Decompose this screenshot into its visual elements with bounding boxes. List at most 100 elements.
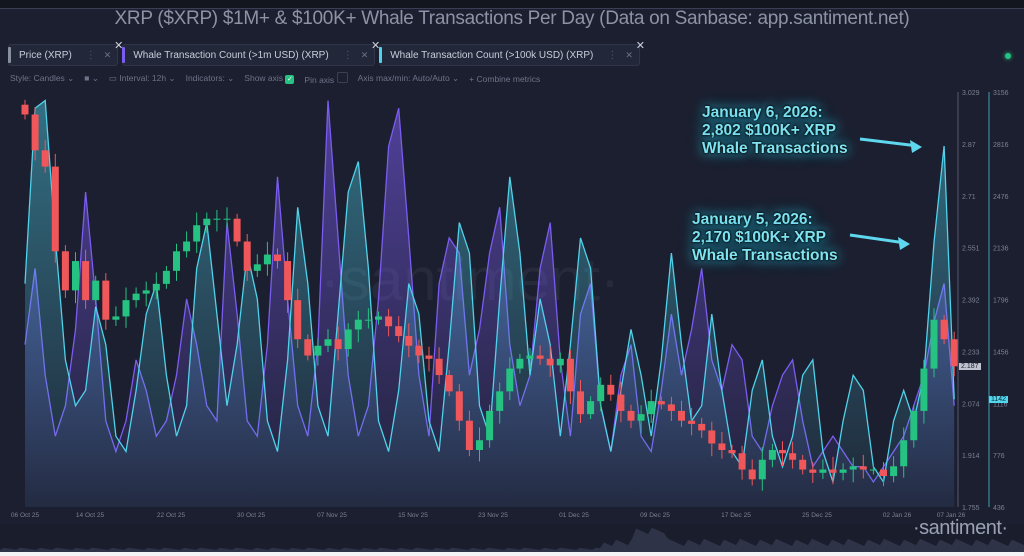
axis-maxmin-label: Axis max/min: Auto/Auto (357, 73, 450, 83)
candle (405, 335, 413, 346)
more-icon[interactable]: ⋮ (85, 49, 96, 61)
candle (637, 414, 645, 421)
candle (880, 469, 887, 477)
count-tick-label: 1456 (993, 349, 1009, 356)
x-tick-label: 07 Jan 26 (937, 512, 966, 519)
remove-icon[interactable]: ✕ (371, 40, 381, 52)
checkbox-unchecked-icon[interactable] (336, 72, 348, 83)
candle (284, 261, 292, 301)
candle (375, 316, 382, 320)
candle (445, 375, 453, 392)
candle (748, 469, 756, 480)
more-icon[interactable]: ⋮ (342, 49, 353, 61)
tab-whale-1m[interactable]: Whale Transaction Count (>1m USD) (XRP) ⋮… (122, 40, 380, 66)
candle (496, 391, 504, 411)
pin-axis-toggle[interactable]: Pin axis (304, 72, 348, 85)
series-color-bar (379, 47, 383, 63)
candle (809, 469, 817, 473)
candle (768, 449, 776, 460)
show-axis-toggle[interactable]: Show axis ✓ (244, 73, 295, 84)
candle (667, 404, 675, 411)
candle (738, 453, 746, 470)
count-tick-label: 2476 (993, 194, 1009, 201)
candle (415, 345, 423, 356)
axis-maxmin-dropdown[interactable]: Axis max/min: Auto/Auto ⌄ (357, 73, 460, 83)
x-tick-label: 02 Jan 26 (883, 512, 912, 519)
close-icon[interactable]: ✕ (360, 49, 369, 60)
navigator-series (0, 527, 1024, 552)
chart-toolbar: Style: Candles ⌄ ■ ⌄ ▭ Interval: 12h ⌄ I… (10, 72, 540, 85)
candle (354, 319, 362, 330)
candle (223, 218, 231, 220)
candle (728, 449, 736, 454)
annotation-line: January 5, 2026: (692, 211, 813, 228)
count-tick-label: 2136 (993, 246, 1009, 253)
candle (930, 319, 938, 369)
price-tick-label: 1.755 (962, 505, 980, 512)
candle (465, 420, 473, 450)
count-tick-label: 2816 (993, 142, 1009, 149)
candle (112, 316, 120, 320)
candle (779, 449, 786, 454)
candle (516, 358, 524, 369)
bottom-border (0, 552, 1024, 556)
tab-label: Whale Transaction Count (>1m USD) (XRP) (133, 49, 329, 61)
candle (799, 459, 807, 470)
candle (92, 280, 100, 301)
candle (243, 241, 251, 271)
more-icon[interactable]: ⋮ (607, 49, 618, 61)
arrow-head-icon (910, 140, 922, 153)
window-top-strip (0, 0, 1024, 9)
candle (587, 401, 595, 415)
candle (263, 254, 271, 265)
whale-100k-area (25, 100, 955, 507)
remove-icon[interactable]: ✕ (635, 40, 645, 52)
current-price-tag: 2.187 (959, 363, 981, 370)
indicators-dropdown[interactable]: Indicators: ⌄ (185, 73, 235, 83)
show-axis-label: Show axis (244, 73, 284, 83)
candle (607, 384, 615, 395)
combine-metrics-button[interactable]: + Combine metrics (469, 73, 541, 84)
candle (718, 443, 726, 450)
close-icon[interactable]: ✕ (103, 49, 112, 60)
candle (486, 410, 494, 441)
x-tick-label: 25 Dec 25 (802, 512, 832, 519)
price-tick-label: 2.551 (962, 246, 980, 253)
candle (193, 225, 201, 242)
candle (82, 261, 90, 301)
candle (304, 339, 312, 356)
interval-dropdown[interactable]: ▭ Interval: 12h ⌄ (108, 73, 176, 83)
status-dot-icon (1005, 53, 1011, 59)
candle (698, 423, 706, 431)
candle (859, 466, 867, 470)
remove-icon[interactable]: ✕ (114, 40, 124, 52)
candle (213, 218, 221, 220)
price-tick-label: 2.074 (962, 401, 980, 408)
x-tick-label: 23 Nov 25 (478, 512, 508, 519)
tab-price[interactable]: Price (XRP) ⋮ ✕ ✕ (8, 40, 123, 66)
indicators-label: Indicators: (185, 73, 225, 83)
candle (294, 300, 302, 340)
candle (183, 241, 191, 252)
price-tick-label: 2.233 (962, 349, 980, 356)
candle (890, 466, 898, 477)
santiment-logo: ·santiment· (913, 517, 1008, 539)
style-dropdown[interactable]: Style: Candles ⌄ (10, 73, 75, 83)
candle (274, 254, 281, 262)
candle (678, 410, 685, 421)
x-tick-label: 01 Dec 25 (559, 512, 589, 519)
candle (132, 293, 140, 301)
candle (72, 261, 79, 291)
candle (102, 280, 110, 320)
tab-whale-100k[interactable]: Whale Transaction Count (>100k USD) (XRP… (379, 40, 645, 66)
close-icon[interactable]: ✕ (625, 49, 633, 60)
style-label: Style: Candles (10, 73, 65, 83)
candle (364, 319, 372, 321)
checkbox-checked-icon[interactable]: ✓ (285, 75, 295, 84)
annotation-line: Whale Transactions (702, 140, 848, 157)
x-tick-label: 30 Oct 25 (237, 512, 266, 519)
color-dropdown[interactable]: ■ ⌄ (84, 73, 99, 83)
candle (708, 430, 716, 444)
candle (758, 459, 766, 480)
